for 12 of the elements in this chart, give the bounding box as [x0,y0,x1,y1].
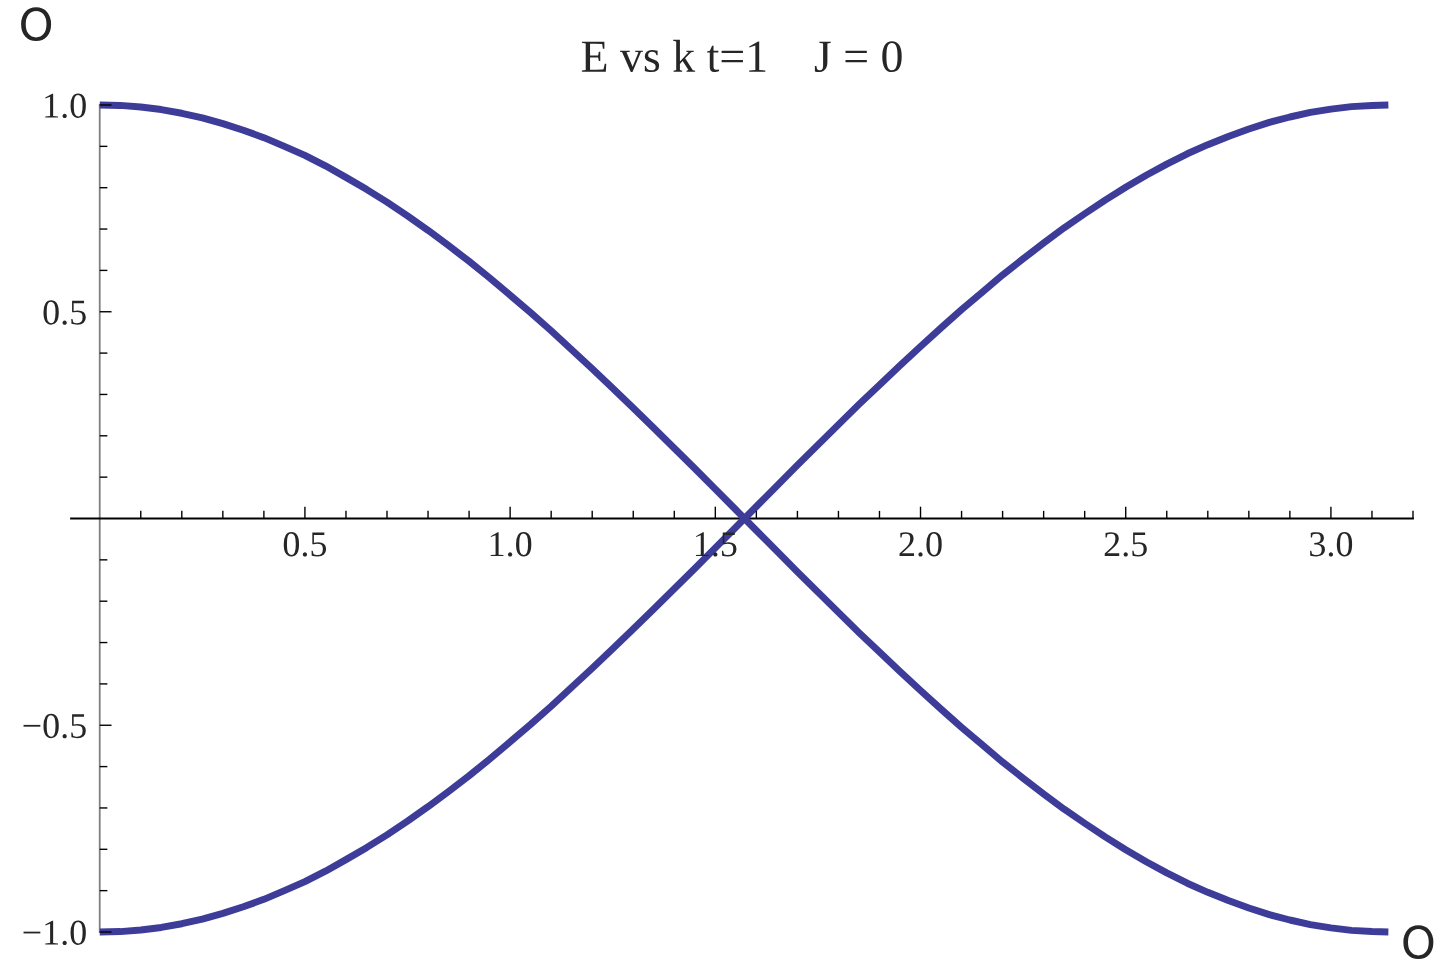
x-tick-label: 2.5 [1104,532,1147,557]
x-axis-title: O [1403,925,1434,959]
y-tick-label: −0.5 [23,713,86,739]
x-tick-label: 0.5 [283,532,327,557]
y-tick-label: −1.0 [23,920,86,946]
y-tick-label: 1.0 [45,93,86,119]
y-axis-title: O [21,7,52,41]
x-tick-label: 2.0 [899,532,942,557]
x-tick-label: 1.0 [490,532,532,557]
x-tick-label: 3.0 [1310,532,1353,557]
chart-title: E vs k t=1 J = 0 [581,39,902,73]
y-tick-label: 0.5 [43,300,86,325]
